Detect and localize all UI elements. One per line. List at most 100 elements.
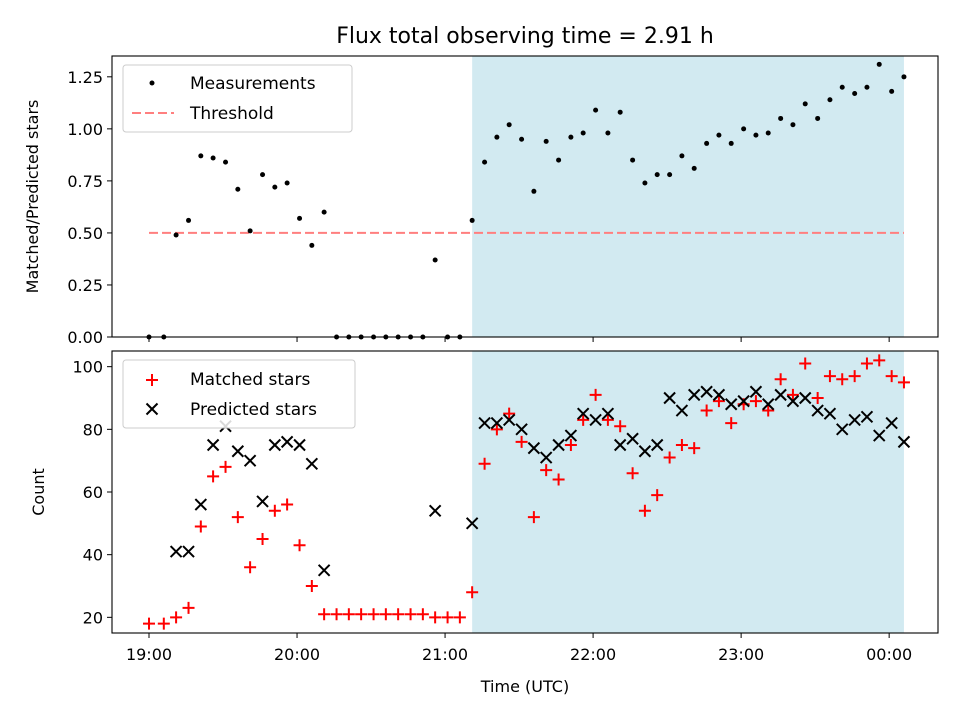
predicted-star-point [897, 435, 911, 449]
measurement-point [284, 180, 290, 186]
predicted-star-point [613, 438, 627, 452]
predicted-star-point [774, 388, 787, 402]
bottom-y-tick-label: 40 [83, 546, 103, 565]
measurement-point [815, 115, 821, 121]
predicted-star-point [539, 451, 553, 464]
predicted-star-point [478, 416, 491, 430]
matched-star-point [515, 435, 528, 448]
measurement-point [321, 209, 327, 215]
predicted-star-point [848, 413, 861, 427]
matched-star-point [589, 388, 602, 401]
x-axis-label: Time (UTC) [480, 677, 569, 696]
predicted-star-point [194, 498, 208, 511]
predicted-star-point [687, 388, 701, 402]
bottom-shaded-region [472, 351, 904, 633]
measurement-point [876, 61, 882, 67]
matched-star-point [552, 473, 565, 486]
measurement-point [679, 153, 685, 159]
top-y-tick-label: 0.25 [67, 276, 103, 295]
predicted-star-point [823, 407, 837, 420]
matched-star-point [725, 417, 738, 430]
matched-star-point [379, 608, 392, 621]
x-tick-label: 22:00 [570, 645, 616, 664]
measurement-point [889, 88, 895, 94]
legend-measurements-label: Measurements [190, 74, 316, 94]
matched-star-point [811, 392, 824, 404]
measurement-point [494, 134, 500, 140]
predicted-star-point [663, 391, 676, 405]
measurement-point [901, 74, 907, 80]
legend-box [122, 64, 353, 133]
measurement-point [741, 126, 747, 132]
matched-star-point [143, 617, 156, 630]
measurement-point [667, 172, 673, 178]
predicted-star-point [502, 413, 516, 427]
predicted-star-point [169, 545, 183, 558]
measurement-point [482, 159, 488, 165]
predicted-star-point [737, 394, 750, 408]
matched-star-point [441, 611, 454, 624]
matched-star-point [281, 498, 294, 511]
bottom-y-tick-label: 20 [83, 608, 103, 627]
predicted-star-point [786, 394, 800, 408]
matched-star-point [823, 370, 836, 383]
matched-star-point [897, 376, 910, 389]
matched-star-point [688, 442, 701, 455]
bottom-y-axis-label: Count [29, 468, 48, 516]
matched-star-point [527, 511, 540, 524]
predicted-star-point [762, 398, 775, 411]
predicted-star-point [638, 445, 652, 458]
matched-star-point [564, 439, 577, 451]
measurement-point [765, 130, 771, 136]
measurement-point [691, 165, 697, 171]
predicted-star-point [428, 504, 442, 518]
predicted-star-point [465, 517, 479, 530]
matched-star-point [305, 580, 318, 592]
legend-threshold-label: Threshold [189, 104, 274, 124]
matched-star-point [342, 608, 355, 621]
matched-stars-series [143, 354, 910, 630]
measurement-point [704, 140, 710, 146]
measurement-point [173, 232, 179, 238]
measurement-point [432, 257, 438, 263]
matched-star-point [293, 539, 306, 552]
predicted-star-point [885, 416, 898, 430]
predicted-star-point [712, 388, 726, 402]
matched-star-point [799, 357, 812, 370]
x-tick-label: 20:00 [274, 645, 320, 664]
matched-star-point [219, 460, 232, 473]
predicted-star-point [490, 416, 504, 430]
predicted-star-point [293, 438, 306, 452]
measurement-point [839, 84, 845, 90]
predicted-star-point [527, 441, 541, 455]
top-y-axis: 0.00 0.25 0.50 0.75 1.00 1.25 [67, 68, 112, 347]
measurement-point [247, 228, 253, 234]
matched-star-point [786, 388, 799, 401]
predicted-star-point [268, 438, 282, 452]
legend-matched-label: Matched stars [190, 370, 310, 390]
x-tick-label: 00:00 [866, 645, 912, 664]
measurement-point [543, 138, 549, 144]
matched-star-point [231, 511, 244, 524]
matched-star-point [663, 451, 676, 464]
top-x-ticks [148, 337, 890, 342]
measurement-point [260, 172, 266, 178]
measurement-point [198, 153, 204, 159]
predicted-star-point [256, 495, 269, 508]
predicted-star-point [305, 457, 319, 471]
measurement-point [531, 188, 537, 194]
measurement-point [790, 122, 796, 128]
top-y-tick-label: 0.00 [67, 328, 103, 347]
matched-star-point [873, 354, 886, 367]
measurement-point [568, 134, 574, 140]
matched-star-point [318, 608, 331, 621]
matched-star-point [836, 373, 849, 386]
measurement-point [605, 130, 611, 136]
matched-star-point [774, 373, 787, 386]
matched-star-point [194, 520, 207, 533]
predicted-star-point [836, 423, 849, 436]
measurement-point [654, 172, 660, 178]
matched-star-point [453, 611, 466, 624]
measurement-point [309, 242, 315, 248]
predicted-star-point [749, 385, 763, 398]
